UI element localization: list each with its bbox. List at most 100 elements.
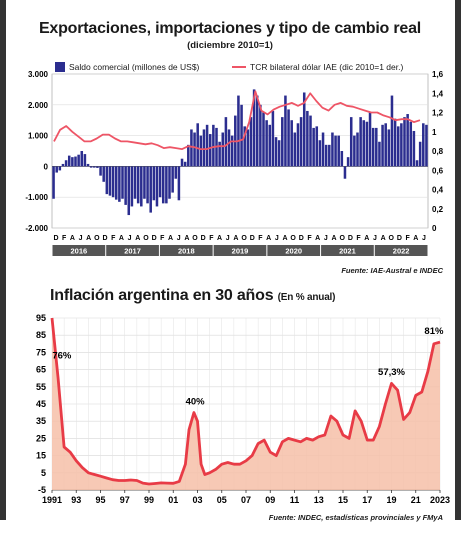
chart1-bar (284, 95, 287, 167)
chart1-bar (265, 120, 268, 167)
chart1-bar (121, 166, 124, 199)
chart1-bar (158, 166, 162, 198)
chart1-title: Exportaciones, importaciones y tipo de c… (38, 20, 422, 37)
chart1-bar (302, 92, 306, 167)
chart1-bar (371, 127, 375, 167)
chart1-bar (74, 156, 77, 167)
chart1-month-label: A (266, 235, 271, 242)
chart1-bar (202, 129, 206, 167)
chart1-month-label: A (233, 235, 238, 242)
chart1-year-band (52, 245, 106, 256)
chart1-ytick-right: 0,4 (432, 186, 444, 195)
chart2-xtick: 11 (290, 495, 300, 505)
chart1-year-band (321, 245, 374, 256)
chart1-bar (312, 127, 315, 167)
chart1-bar (208, 134, 212, 167)
chart1-bar (243, 126, 246, 167)
chart1-bar (246, 129, 250, 167)
chart2-ytick: 75 (36, 347, 46, 357)
chart1-ytick-right: 0,6 (432, 166, 444, 175)
chart2-xtick: 01 (168, 495, 178, 505)
chart1-year-band (213, 245, 267, 256)
legend-bar-swatch (55, 62, 65, 72)
chart1-bar (375, 127, 378, 167)
chart1-bar (99, 166, 102, 176)
chart2-ytick: 35 (36, 416, 46, 426)
chart1-bar (196, 123, 199, 167)
chart2-xtick: 97 (120, 495, 130, 505)
chart1-bar (221, 132, 225, 167)
chart1-month-label: O (339, 235, 345, 242)
chart1-bar (362, 120, 366, 167)
chart1-bar (290, 120, 293, 167)
chart1-bar (190, 129, 193, 167)
chart1-ytick-right: 1,6 (432, 70, 444, 79)
chart1-month-label: D (201, 235, 206, 242)
chart1-month-label: A (70, 235, 75, 242)
chart1-month-label: A (184, 235, 189, 242)
chart1-year-label: 2016 (71, 247, 88, 256)
chart1-bar (346, 157, 350, 167)
chart1-bar (146, 166, 149, 204)
chart2-annotation: 81% (424, 326, 444, 337)
chart1-bar (149, 166, 152, 213)
chart2-annotation: 40% (186, 397, 206, 408)
chart1-bar (111, 166, 115, 198)
chart1-month-label: A (364, 235, 369, 242)
chart1-bar (334, 135, 337, 167)
legend-bar: Saldo comercial (millones de US$) (55, 62, 199, 72)
chart1-ytick-right: 1 (432, 128, 437, 137)
chart2-line (50, 317, 441, 486)
chart1-bar (365, 121, 369, 167)
chart1-bar (400, 123, 403, 167)
chart1-month-label: D (397, 235, 402, 242)
chart1-month-label: D (250, 235, 255, 242)
chart1-tcr-line (53, 90, 421, 151)
chart1-bar (237, 95, 240, 167)
chart2-ytick: 25 (36, 433, 46, 443)
chart1-month-label: A (332, 235, 337, 242)
chart1-month-label: O (192, 235, 198, 242)
chart1-bar (315, 126, 319, 167)
chart1-bar (180, 158, 184, 167)
chart1-ytick-left: 0 (44, 162, 49, 171)
chart1-month-label: D (348, 235, 353, 242)
chart1-ytick-right: 0,8 (432, 147, 444, 156)
chart1-bar (356, 132, 359, 167)
chart1-bar (343, 166, 347, 179)
chart1-bar (249, 117, 253, 167)
chart1-month-label: A (135, 235, 140, 242)
chart1-bar (406, 114, 409, 167)
chart1-month-label: F (356, 235, 361, 242)
chart1-bar (136, 166, 140, 204)
chart1-bar (425, 124, 428, 167)
chart1-bar (359, 117, 362, 167)
chart1-bar (409, 121, 413, 167)
chart2-xtick: 17 (362, 495, 372, 505)
chart1-bar (140, 166, 143, 207)
chart2-xtick: 19 (386, 495, 396, 505)
chart1-bar (205, 124, 209, 167)
chart2-ytick: 45 (36, 399, 46, 409)
chart1-year-label: 2018 (178, 247, 195, 256)
chart2-ytick: 5 (41, 468, 46, 478)
chart1-month-label: A (119, 235, 124, 242)
chart1-bar (368, 112, 372, 167)
chart1-bar (262, 112, 265, 167)
chart1-bar (418, 141, 422, 167)
chart1-ytick-right: 1,4 (432, 89, 444, 98)
chart1-month-label: O (389, 235, 395, 242)
chart1-bar (55, 166, 58, 173)
chart1-bar (199, 135, 203, 167)
chart1-bar (61, 163, 65, 167)
chart1-bar (268, 124, 272, 167)
chart1-month-label: J (226, 235, 230, 242)
chart1-month-label: D (103, 235, 108, 242)
chart1-bar (252, 89, 256, 167)
chart1-month-label: J (373, 235, 377, 242)
chart1-month-label: A (413, 235, 418, 242)
chart1-bar (328, 144, 331, 167)
chart1-year-label: 2021 (339, 247, 356, 256)
chart1-ytick-right: 1,2 (432, 109, 444, 118)
